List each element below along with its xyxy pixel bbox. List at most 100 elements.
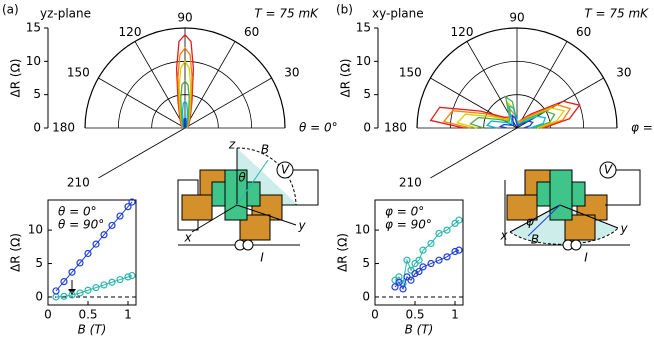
series-line xyxy=(55,275,133,298)
chart-subtitle: T = 75 mK xyxy=(254,7,319,21)
data-point xyxy=(124,273,132,281)
angle-label: 90 xyxy=(177,11,192,25)
spoke xyxy=(98,127,186,179)
r-tick-label: 10 xyxy=(356,54,371,68)
schematic-label: θ xyxy=(238,171,246,185)
data-point xyxy=(407,276,415,284)
data-point xyxy=(128,271,136,280)
angle-label: 30 xyxy=(616,66,631,80)
data-point xyxy=(399,285,407,293)
spoke xyxy=(430,127,518,179)
schematic-label: B xyxy=(531,233,539,247)
data-point xyxy=(60,277,68,286)
y-axis-label: ΔR (Ω) xyxy=(9,59,23,98)
angle-label: 60 xyxy=(576,25,591,39)
schematic-label: V xyxy=(281,163,290,177)
y-axis-label: ΔR (Ω) xyxy=(9,233,23,272)
r-tick-label: 10 xyxy=(26,54,41,68)
x-tick-label: 0.5 xyxy=(405,308,424,322)
angle-label: 150 xyxy=(67,66,90,80)
lobe xyxy=(181,100,189,129)
schematic-label: x xyxy=(183,231,192,245)
data-point xyxy=(108,221,116,230)
data-point xyxy=(443,253,451,261)
data-point xyxy=(128,198,136,206)
data-point xyxy=(92,284,100,292)
schematic-label: x xyxy=(499,229,508,243)
angle-label: 30 xyxy=(284,66,299,80)
y-tick-label: 5 xyxy=(35,256,43,270)
data-point xyxy=(419,263,427,271)
r-tick-label: 5 xyxy=(363,87,371,101)
x-tick-label: 0.5 xyxy=(78,308,97,322)
series-line xyxy=(394,249,460,291)
angle-label: 120 xyxy=(451,25,474,39)
series-line xyxy=(55,201,133,292)
data-point xyxy=(395,273,403,281)
y-tick-label: 10 xyxy=(28,223,43,237)
angle-label: 90 xyxy=(509,11,524,25)
angle-label: 150 xyxy=(399,66,422,80)
r-tick-label: 5 xyxy=(33,87,41,101)
lobe xyxy=(485,104,547,129)
data-point xyxy=(435,256,443,264)
x-tick-label: 0 xyxy=(44,308,52,322)
panel-label: (b) xyxy=(336,3,353,17)
data-point xyxy=(124,203,132,211)
data-point xyxy=(52,287,60,295)
data-point xyxy=(76,289,84,297)
spoke xyxy=(184,77,272,129)
data-point xyxy=(100,281,108,289)
schematic-a xyxy=(177,147,319,251)
legend-entry: φ = 90° xyxy=(385,218,432,232)
x-axis-label: B (T) xyxy=(405,323,434,337)
data-point xyxy=(116,275,124,284)
legend-entry: φ = 0° xyxy=(385,205,424,219)
x-tick-label: 0 xyxy=(371,308,379,322)
angle-label: 180 xyxy=(52,121,75,135)
r-tick-label: 15 xyxy=(356,21,371,35)
lobe xyxy=(498,113,534,129)
legend-entry: θ = 0° xyxy=(58,205,97,219)
data-point xyxy=(391,283,399,291)
data-point xyxy=(84,286,92,294)
r-tick-label: 0 xyxy=(363,121,371,135)
data-point xyxy=(427,239,435,248)
legend-entry: θ = 90° xyxy=(58,218,104,232)
x-tick-label: 1 xyxy=(124,308,132,322)
angle-label: 210 xyxy=(67,176,90,190)
series-line xyxy=(394,219,460,286)
r-tick-label: 0 xyxy=(33,121,41,135)
r-tick-label: 15 xyxy=(26,21,41,35)
x-tick-label: 1 xyxy=(451,308,459,322)
y-axis-label: ΔR (Ω) xyxy=(336,233,350,272)
data-point xyxy=(100,231,108,239)
data-point xyxy=(443,226,451,234)
plot-frame xyxy=(47,199,137,306)
data-point xyxy=(395,278,403,286)
angle-label: 180 xyxy=(384,121,407,135)
y-tick-label: 0 xyxy=(362,289,370,303)
y-tick-label: 5 xyxy=(362,256,370,270)
data-point xyxy=(451,247,459,256)
schematic-label: φ xyxy=(526,215,534,229)
schematic-b xyxy=(504,161,641,251)
schematic-label: B xyxy=(261,143,269,157)
angle-label: φ = 0° xyxy=(631,121,654,135)
data-point xyxy=(68,268,76,276)
y-axis-label: ΔR (Ω) xyxy=(339,59,353,98)
data-point xyxy=(415,256,423,264)
data-point xyxy=(76,259,84,267)
spoke xyxy=(184,41,236,129)
lobe xyxy=(180,80,190,129)
data-point xyxy=(455,216,463,224)
data-point xyxy=(415,267,423,276)
data-point xyxy=(427,259,435,268)
data-point xyxy=(92,240,100,248)
data-point xyxy=(116,212,124,220)
chart-title: xy-plane xyxy=(372,7,424,21)
chart-subtitle: T = 75 mK xyxy=(584,7,649,21)
y-tick-label: 0 xyxy=(35,289,43,303)
data-point xyxy=(108,278,116,286)
schematic-label: y xyxy=(619,222,628,236)
